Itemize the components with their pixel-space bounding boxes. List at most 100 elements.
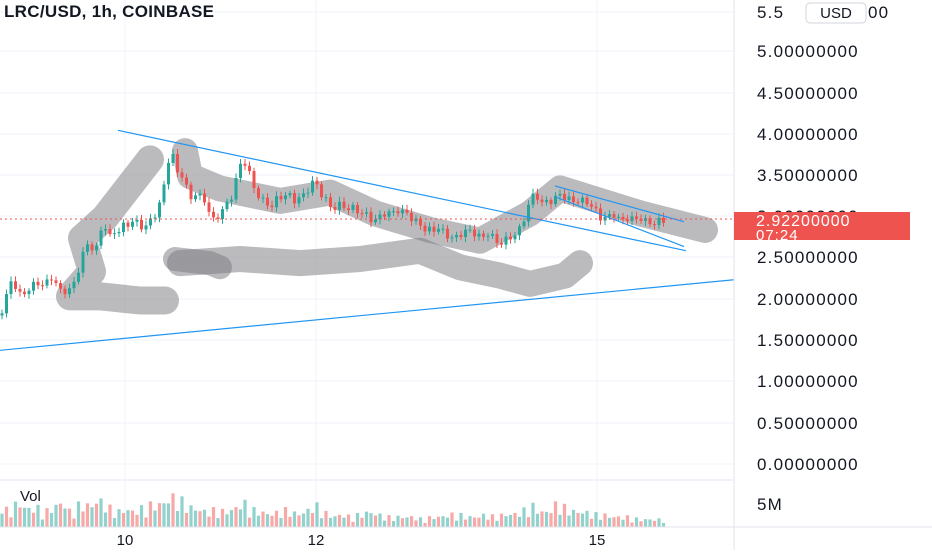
- volume-bar: [157, 503, 162, 527]
- candle: [486, 232, 490, 242]
- candle: [239, 158, 242, 183]
- volume-bar: [544, 511, 549, 527]
- candle: [441, 224, 445, 234]
- candle: [180, 167, 184, 182]
- trendline[interactable]: [0, 279, 735, 351]
- candle-body: [410, 212, 413, 222]
- candle: [657, 213, 661, 230]
- volume-bar: [409, 516, 414, 527]
- volume-bar: [634, 517, 639, 527]
- price-axis-tick: 0.50000000: [757, 414, 859, 433]
- candle: [176, 149, 179, 178]
- volume-bar: [567, 515, 571, 527]
- candle-body: [225, 201, 229, 210]
- price-axis[interactable]: 5.00000000 4.50000000 4.00000000 3.50000000…: [757, 3, 889, 474]
- candle: [329, 193, 332, 212]
- volume-bar: [355, 513, 360, 527]
- volume-bar: [504, 516, 508, 527]
- candle: [185, 173, 188, 189]
- candle: [248, 161, 251, 175]
- price-label-value: 2.92200000: [756, 213, 851, 230]
- volume-bar: [391, 520, 396, 527]
- volume-bar: [603, 513, 607, 527]
- volume-bar: [378, 513, 382, 527]
- candle: [221, 206, 224, 224]
- volume-bar: [657, 518, 661, 527]
- volume-bar: [351, 521, 355, 527]
- candle: [207, 197, 211, 217]
- candle: [522, 217, 526, 230]
- candle-body: [297, 197, 301, 204]
- candle: [225, 198, 229, 212]
- candle: [585, 194, 589, 208]
- volume-bar: [4, 506, 9, 527]
- candle-body: [486, 235, 490, 237]
- volume-bar: [333, 516, 337, 527]
- volume-bar: [589, 518, 594, 527]
- trendline[interactable]: [554, 185, 685, 223]
- volume-bar: [436, 516, 441, 527]
- volume-bar: [576, 512, 580, 527]
- candle-body: [482, 233, 485, 237]
- candle: [108, 224, 112, 237]
- candle-body: [369, 212, 373, 223]
- candle-body: [41, 285, 44, 287]
- trendline[interactable]: [554, 196, 685, 248]
- time-axis[interactable]: 10 12 15: [117, 532, 606, 549]
- candle-body: [5, 294, 8, 314]
- currency-button-label[interactable]: USD: [820, 5, 852, 22]
- candle: [500, 238, 503, 248]
- candle: [279, 191, 283, 203]
- volume-bar: [526, 517, 531, 527]
- price-axis-tick: 3.50000000: [757, 166, 859, 185]
- candle-body: [270, 205, 274, 208]
- candle: [41, 280, 44, 291]
- candle: [423, 222, 427, 236]
- volume-bar: [513, 512, 517, 527]
- candle-body: [324, 197, 328, 199]
- candle-body: [77, 272, 80, 282]
- currency-button-bg[interactable]: [805, 2, 867, 24]
- candle: [18, 284, 22, 297]
- volume-bar: [130, 510, 135, 527]
- candle: [419, 215, 422, 230]
- candle-body: [27, 290, 31, 295]
- volume-bar: [481, 513, 486, 527]
- candle: [455, 231, 458, 243]
- candle-body: [527, 204, 530, 222]
- candle: [405, 204, 409, 216]
- trendline[interactable]: [117, 129, 687, 252]
- volume-bar: [499, 513, 504, 527]
- candle-body: [446, 228, 449, 239]
- candle-body: [81, 251, 85, 273]
- volume-bar: [18, 507, 22, 527]
- candle-body: [509, 236, 512, 240]
- volume-bar: [540, 511, 544, 527]
- candle-body: [221, 209, 224, 219]
- candle: [54, 276, 58, 287]
- time-axis-tick: 10: [117, 532, 134, 549]
- candle: [36, 277, 40, 290]
- currency-button[interactable]: USD: [805, 2, 867, 24]
- candle-body: [63, 288, 67, 295]
- volume-bar: [49, 513, 54, 527]
- volume-bar: [382, 520, 387, 527]
- candle: [360, 209, 364, 218]
- candle: [545, 196, 548, 206]
- volume-bar: [108, 504, 112, 527]
- candle-body: [581, 197, 584, 203]
- candle: [302, 188, 305, 202]
- candle-body: [549, 199, 553, 205]
- candle-body: [378, 214, 382, 220]
- candle: [387, 208, 391, 222]
- volume-bar: [243, 499, 247, 527]
- candle-body: [626, 219, 629, 222]
- candle-body: [450, 237, 454, 239]
- candle: [122, 219, 125, 237]
- price-axis-tick: 2.50000000: [757, 248, 859, 267]
- candle: [95, 242, 98, 255]
- candle-body: [90, 244, 94, 251]
- volume-bar: [211, 507, 216, 527]
